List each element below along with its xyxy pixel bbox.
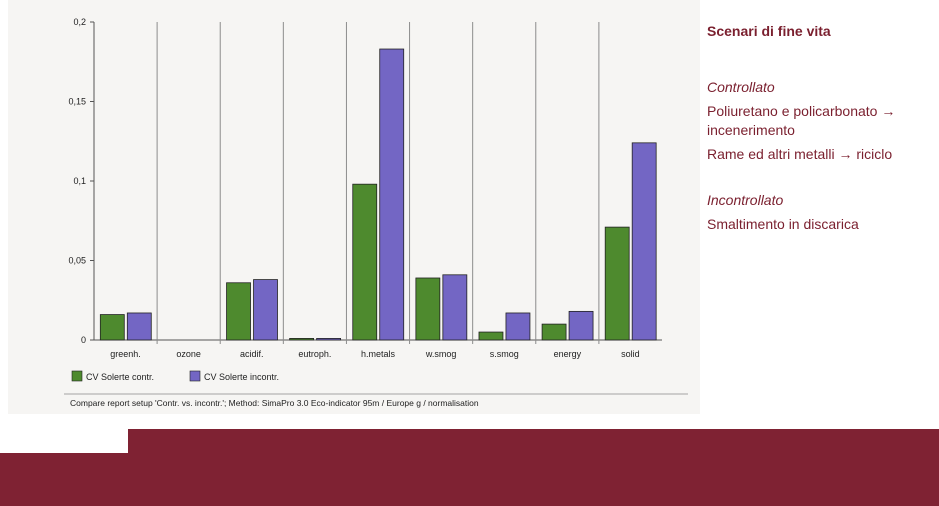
bar-eutroph-0	[289, 338, 315, 341]
bar-greenh-1	[126, 312, 152, 341]
uncontrolled-item-1: Smaltimento in discarica	[707, 216, 859, 232]
footer-band	[0, 429, 939, 506]
uncontrolled-heading: Incontrollato	[707, 192, 784, 208]
y-tick-label: 0,15	[68, 97, 86, 107]
y-tick-label: 0	[81, 335, 86, 345]
bar-hmetals-1	[379, 48, 405, 341]
bar-wsmog-1	[442, 274, 468, 341]
legend-swatch-1	[189, 370, 201, 382]
bar-wsmog-0	[415, 277, 441, 341]
chart-footer-note: Compare report setup 'Contr. vs. incontr…	[70, 398, 479, 408]
x-tick-label: greenh.	[110, 349, 141, 359]
x-tick-label: ozone	[176, 349, 201, 359]
side-panel: Scenari di fine vita Controllato Poliure…	[707, 22, 939, 239]
chart-image: 0 0,05 0,1 0,15 0,2 greenh. ozone acidif. eutrop…	[8, 0, 700, 414]
x-tick-label: s.smog	[490, 349, 519, 359]
y-tick-label: 0,05	[68, 256, 86, 266]
controlled-heading: Controllato	[707, 79, 775, 95]
bar-solid-1	[631, 142, 657, 341]
bar-energy-0	[541, 323, 567, 341]
x-tick-label: acidif.	[240, 349, 264, 359]
bar-acidif-1	[253, 279, 278, 341]
panel-title: Scenari di fine vita	[707, 23, 831, 39]
x-tick-label: energy	[554, 349, 582, 359]
controlled-item-1: Poliuretano e policarbonato → incenerime…	[707, 103, 896, 138]
bar-greenh-0	[99, 314, 125, 341]
bar-chart: 0 0,05 0,1 0,15 0,2 greenh. ozone acidif. eutrop…	[64, 17, 688, 408]
bar-eutroph-1	[316, 338, 342, 341]
y-tick-label: 0,2	[73, 17, 86, 27]
x-tick-label: solid	[621, 349, 640, 359]
bar-hmetals-0	[352, 183, 378, 341]
bar-ssmog-1	[505, 312, 531, 341]
footer-band-notch	[0, 429, 128, 453]
legend-label-0: CV Solerte contr.	[86, 372, 154, 382]
y-tick-label: 0,1	[73, 176, 86, 186]
bar-solid-0	[604, 226, 630, 341]
bar-ssmog-0	[478, 331, 504, 341]
legend-label-1: CV Solerte incontr.	[204, 372, 279, 382]
bar-energy-1	[568, 310, 594, 341]
bar-acidif-0	[226, 282, 251, 341]
controlled-item-2: Rame ed altri metalli → riciclo	[707, 146, 893, 162]
x-tick-label: h.metals	[361, 349, 396, 359]
legend-swatch-0	[71, 370, 83, 382]
x-tick-label: w.smog	[425, 349, 457, 359]
x-tick-label: eutroph.	[298, 349, 331, 359]
